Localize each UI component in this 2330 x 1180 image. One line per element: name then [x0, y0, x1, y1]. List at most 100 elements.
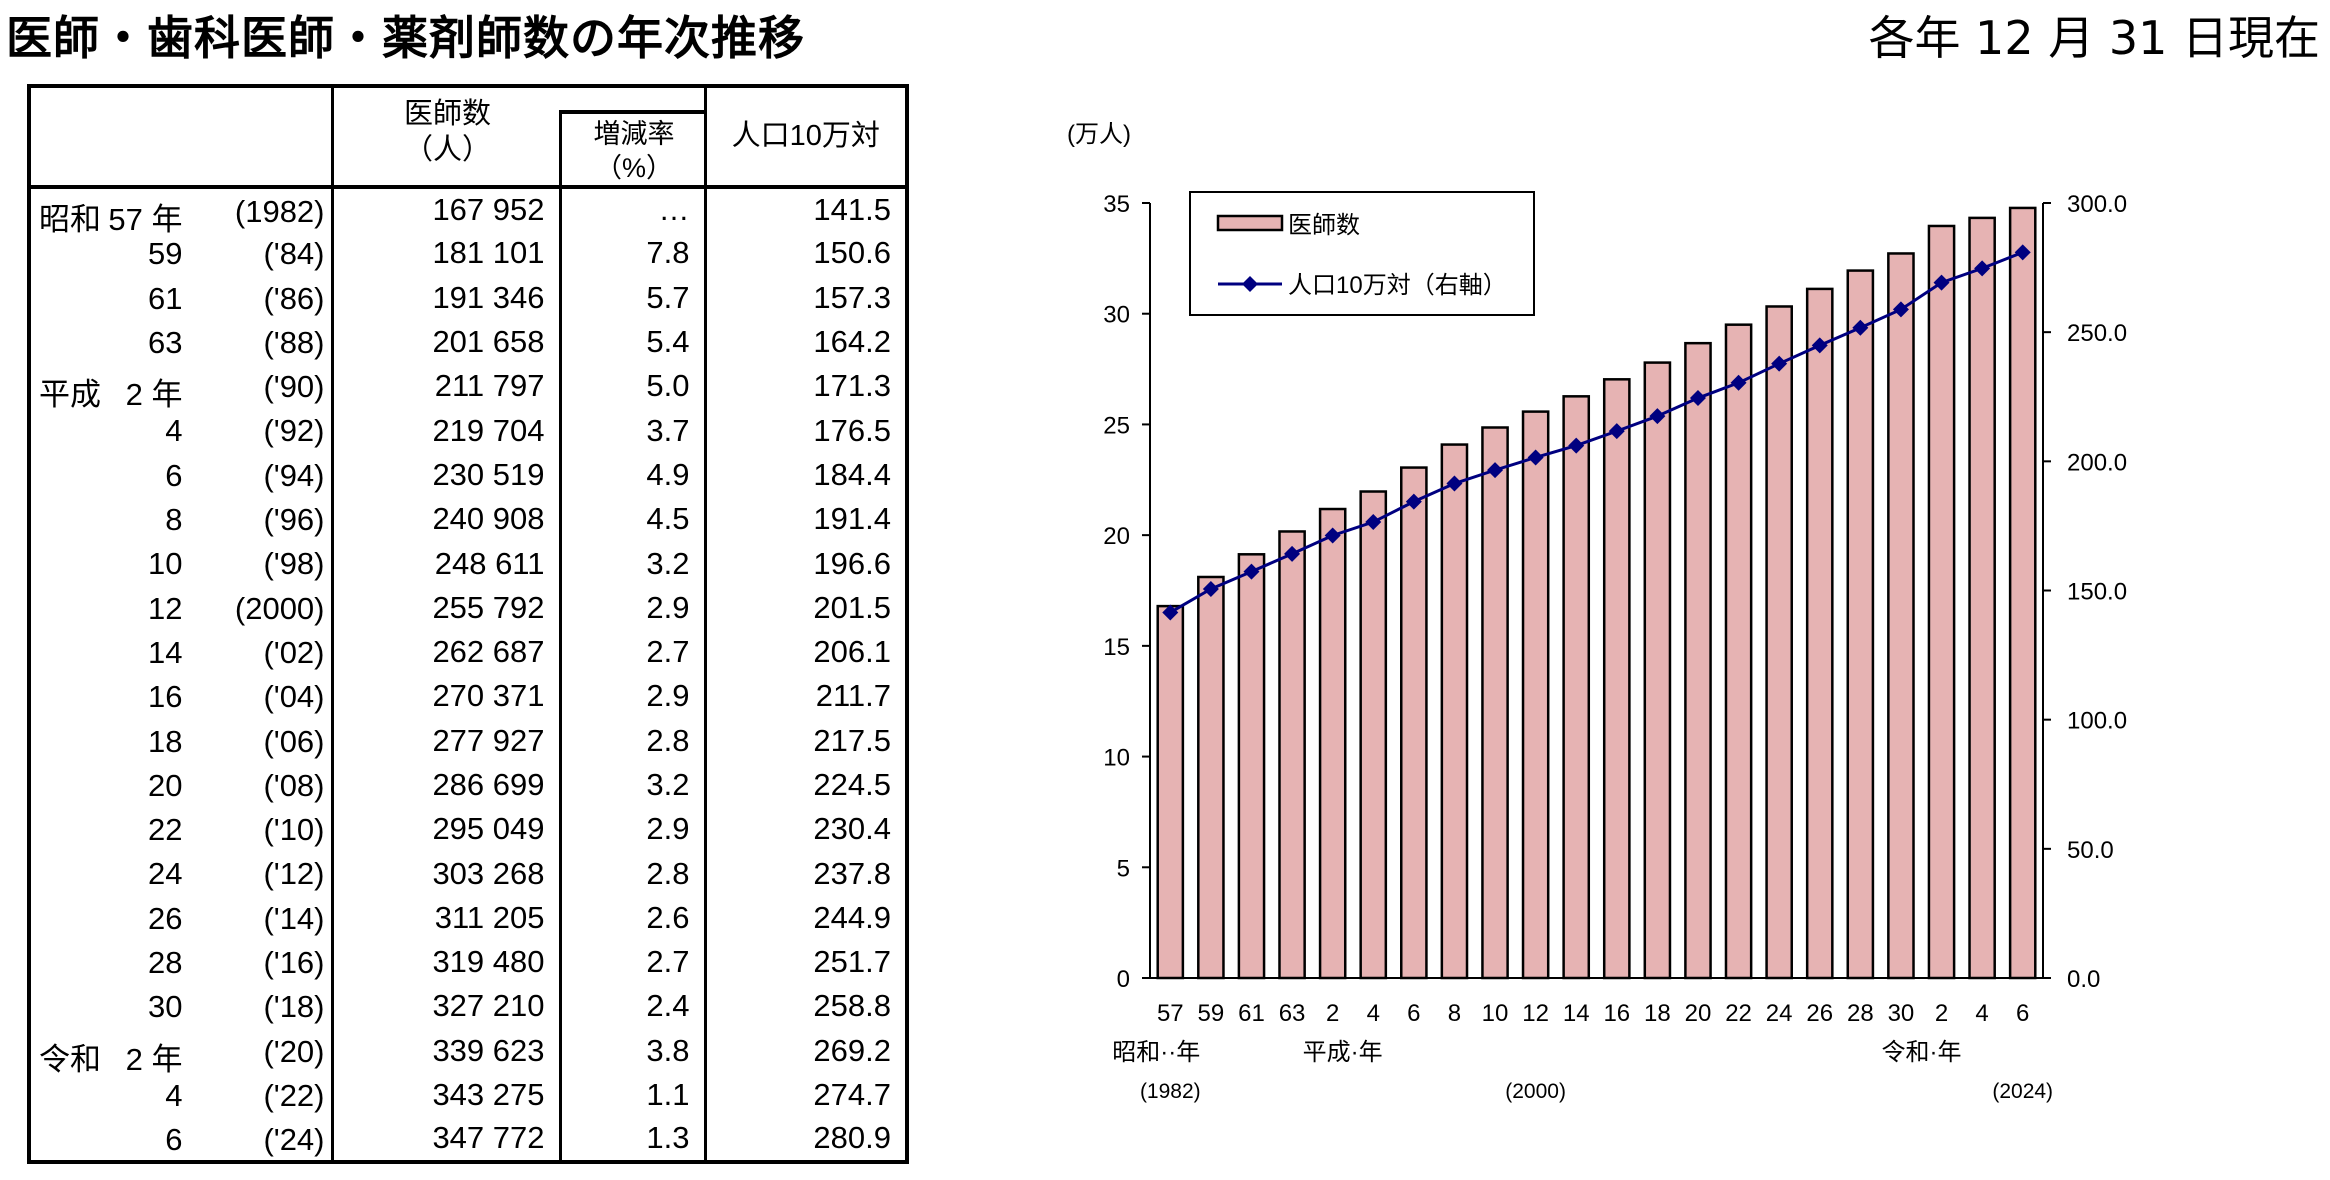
bar [1765, 305, 1793, 980]
right-tick-label: 300.0 [2067, 191, 2127, 218]
table-row: 28 ('16) 319 480 2.7 251.7 [27, 940, 909, 985]
era-year: 18 [148, 723, 183, 759]
era-year: 57 年 [108, 202, 183, 237]
year-cell: 28 ('16) [27, 940, 334, 985]
line-marker [1892, 301, 1909, 318]
year-cell: 8 ('96) [27, 497, 334, 542]
per100k-cell: 269.2 [703, 1028, 909, 1073]
era-year: 26 [148, 900, 183, 936]
era-year: 6 [165, 457, 183, 493]
table-row: 14 ('02) 262 687 2.7 206.1 [27, 629, 909, 675]
rate-cell: … [558, 187, 707, 232]
x-tick-label: 2 [1326, 1000, 1339, 1027]
era: 令和 [39, 1041, 101, 1077]
line-marker [1527, 449, 1544, 466]
bar [2008, 206, 2037, 980]
year-cell: 6 ('24) [27, 1117, 334, 1162]
rate-cell: 2.9 [558, 674, 707, 719]
bar [1724, 323, 1753, 980]
bar [1927, 224, 1956, 980]
western-year: ('86) [263, 280, 325, 316]
table-row: 59 ('84) 181 101 7.8 150.6 [27, 231, 909, 276]
count-cell: 311 205 [330, 895, 562, 941]
rate-cell: 2.7 [558, 629, 707, 675]
line-marker [1568, 437, 1585, 454]
page-title: 医師・歯科医師・薬剤師数の年次推移 [6, 11, 805, 65]
count-cell: 262 687 [330, 629, 562, 675]
per100k-cell: 206.1 [703, 629, 909, 675]
rate-cell: 7.8 [558, 231, 707, 276]
x-tick-label: 28 [1847, 1000, 1874, 1027]
rate-cell: 5.4 [558, 319, 707, 365]
table-row: 10 ('98) 248 611 3.2 196.6 [27, 541, 909, 586]
right-tick-label: 100.0 [2067, 708, 2127, 735]
count-cell: 277 927 [330, 718, 562, 763]
table-row: 平成 2 年 ('90) 211 797 5.0 171.3 [27, 364, 909, 412]
rate-cell: 2.9 [558, 585, 707, 630]
table-row: 昭和 57 年 (1982) 167 952 … 141.5 [27, 187, 909, 237]
x-tick-label: 4 [1975, 1000, 1988, 1027]
line-marker [1162, 604, 1179, 621]
per100k-cell: 176.5 [703, 408, 909, 453]
table-row: 18 ('06) 277 927 2.8 217.5 [27, 718, 909, 763]
header-count-label: 医師数 [403, 98, 491, 130]
per100k-cell: 280.9 [703, 1117, 909, 1162]
per100k-cell: 274.7 [703, 1072, 909, 1118]
x-tick-label: 14 [1563, 1000, 1590, 1027]
bar [1359, 490, 1388, 980]
era-year: 10 [148, 546, 183, 582]
era-year: 8 [165, 502, 183, 538]
line-marker [1852, 319, 1869, 336]
western-year: ('96) [263, 502, 325, 538]
western-year: ('18) [263, 989, 325, 1025]
x-tick-label: 22 [1725, 1000, 1752, 1027]
year-cell: 12 (2000) [27, 585, 334, 630]
bar [1643, 361, 1672, 980]
era-year: 4 [165, 413, 183, 449]
line-series [1169, 250, 2024, 614]
table-row: 6 ('94) 230 519 4.9 184.4 [27, 452, 909, 498]
count-cell: 347 772 [330, 1117, 562, 1162]
era-label: 平成·年 [1303, 1039, 1383, 1066]
x-tick-label: 24 [1766, 1000, 1793, 1027]
rate-cell: 2.4 [558, 984, 707, 1029]
western-year: ('94) [263, 457, 325, 493]
era-label: 令和·年 [1882, 1039, 1962, 1066]
x-tick-label: 2 [1935, 1000, 1948, 1027]
table-row: 12 (2000) 255 792 2.9 201.5 [27, 585, 909, 630]
era: 平成 [39, 377, 101, 413]
era-year: 2 年 [125, 1041, 183, 1077]
bar [1887, 252, 1915, 980]
rate-cell: 4.9 [558, 452, 707, 498]
per100k-cell: 171.3 [703, 364, 909, 409]
line-marker [1771, 355, 1788, 372]
table-row: 4 ('92) 219 704 3.7 176.5 [27, 408, 909, 453]
rate-cell: 2.8 [558, 718, 707, 763]
line-marker [1487, 462, 1504, 479]
rate-cell: 1.3 [558, 1117, 707, 1162]
era-year: 4 [165, 1077, 183, 1113]
line-marker [1933, 274, 1950, 291]
western-year: ('16) [263, 945, 325, 981]
year-cell: 6 ('94) [27, 452, 334, 498]
right-tick-label: 250.0 [2067, 320, 2127, 347]
per100k-cell: 224.5 [703, 762, 909, 808]
year-cell: 14 ('02) [27, 629, 334, 675]
line-marker [1243, 563, 1260, 580]
header-blank [27, 86, 334, 189]
era-year: 16 [148, 679, 183, 715]
doctors-table: 医師数 （人） 増減率 （%） 人口10万対 昭和 57 年 (1982) 167 … [27, 84, 909, 1164]
year-cell: 30 ('18) [27, 984, 334, 1029]
western-year: ('84) [263, 236, 325, 272]
count-cell: 167 952 [330, 187, 562, 232]
era-label: 昭和··年 [1112, 1039, 1200, 1066]
x-tick-label: 10 [1482, 1000, 1509, 1027]
year-cell: 4 ('92) [27, 408, 334, 453]
western-year: ('14) [263, 900, 325, 936]
year-label: (1982) [1140, 1080, 1201, 1103]
count-cell: 230 519 [330, 452, 562, 498]
western-year: ('22) [263, 1077, 325, 1113]
western-year: ('20) [263, 1033, 325, 1069]
era-year: 63 [148, 324, 183, 360]
